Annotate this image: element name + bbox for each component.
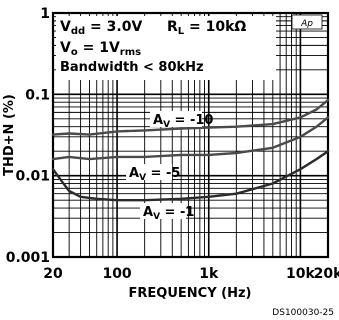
series-label-gain-1: AV = -1 (143, 205, 194, 222)
y-tick-label: 0.01 (15, 169, 50, 185)
series-line-1 (51, 98, 330, 136)
series-label-gain-5: AV = -5 (129, 166, 180, 183)
series-label-backdrop-1 (150, 111, 202, 127)
x-tick-label: 20 (43, 266, 63, 282)
x-tick-label: 1k (199, 266, 219, 282)
y-tick-label: 1 (40, 6, 50, 22)
y-axis-title: THD+N (%) (2, 94, 17, 176)
x-axis-title: FREQUENCY (Hz) (129, 286, 252, 301)
series-line-3 (51, 149, 330, 202)
ap-badge (291, 14, 323, 30)
series-layer (51, 98, 330, 202)
x-tick-label: 100 (102, 266, 131, 282)
condition-bandwidth: Bandwidth < 80kHz (60, 60, 204, 75)
condition-vo: Vo = 1Vrms (60, 40, 141, 58)
ap-badge-label: Ap (300, 19, 313, 29)
series-label-backdrop-2 (126, 164, 172, 180)
y-tick-label: 0.1 (25, 87, 50, 103)
conditions-backdrop (56, 16, 276, 80)
condition-vdd: Vdd = 3.0V (60, 19, 142, 37)
series-line-2 (51, 116, 330, 161)
y-tick-label: 0.001 (6, 250, 50, 266)
x-tick-label: 20k (314, 266, 339, 282)
series-label-gain-10: AV = -10 (153, 113, 213, 130)
figure-id: DS100030-25 (272, 308, 334, 318)
x-tick-label: 10k (286, 266, 315, 282)
condition-rl: RL = 10kΩ (167, 19, 246, 37)
series-label-backdrop-3 (140, 203, 186, 219)
